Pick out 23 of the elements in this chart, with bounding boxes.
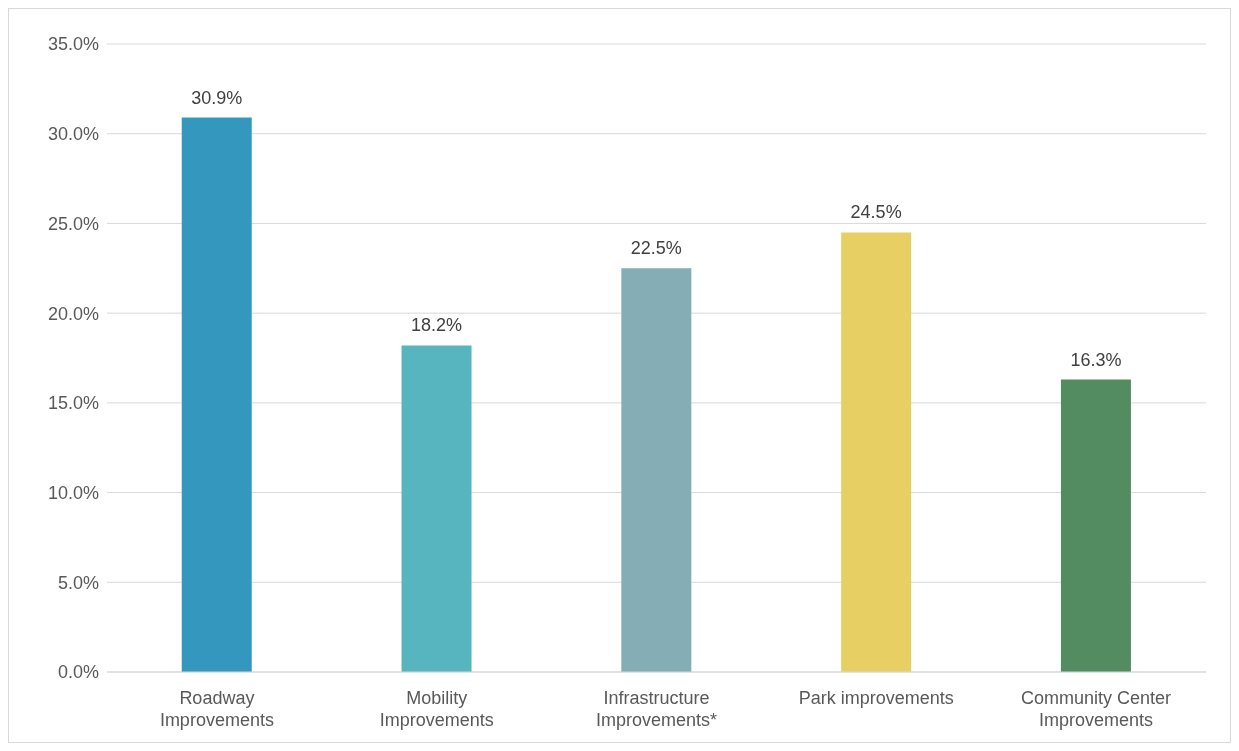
data-label: 30.9% [191,87,243,108]
data-label: 16.3% [1070,349,1122,370]
x-tick-label: Mobility Improvements [379,688,494,730]
bar [841,232,912,672]
bar [1060,379,1131,672]
x-tick-label: Community Center Improvements [1021,688,1172,730]
y-tick-label: 35.0% [47,34,99,55]
bar [181,117,252,672]
data-label: 22.5% [630,238,682,259]
y-tick-label: 20.0% [47,303,99,324]
y-tick-label: 10.0% [47,482,99,503]
y-tick-label: 0.0% [57,662,99,683]
y-tick-label: 15.0% [47,393,99,414]
data-label: 18.2% [411,315,463,336]
y-tick-label: 25.0% [47,213,99,234]
x-tick-label: Infrastructure Improvements* [595,688,718,730]
bar [401,345,472,672]
y-tick-label: 30.0% [47,124,99,145]
x-tick-label: Park improvements [798,688,954,708]
bar [621,268,692,672]
x-tick-label: Roadway Improvements [159,688,274,730]
data-label: 24.5% [850,202,902,223]
y-tick-label: 5.0% [57,572,99,593]
